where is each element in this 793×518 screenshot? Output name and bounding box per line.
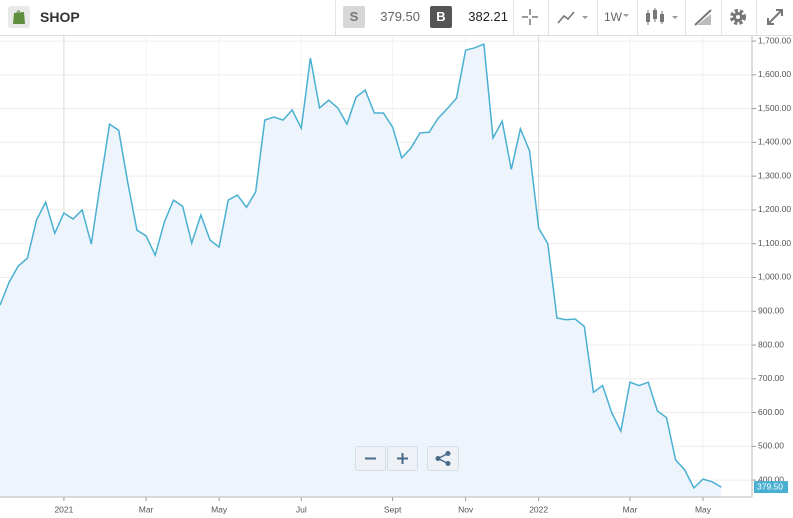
y-tick-label: 900.00 <box>758 305 784 315</box>
y-tick-label: 500.00 <box>758 441 784 451</box>
candle-button[interactable] <box>644 6 680 28</box>
buy-label[interactable]: B <box>430 6 452 28</box>
separator <box>685 0 686 35</box>
y-tick-label: 1,600.00 <box>758 69 791 79</box>
price-line <box>0 43 722 490</box>
zoom-out-button[interactable] <box>355 446 386 471</box>
x-tick-label: Nov <box>458 504 474 514</box>
y-tick-label: 1,700.00 <box>758 36 791 45</box>
y-tick-label: 1,200.00 <box>758 204 791 214</box>
separator <box>513 0 514 35</box>
symbol: SHOP <box>40 9 80 25</box>
toolbar: SHOP S 379.50 B 382.21 1W <box>0 0 793 36</box>
fullscreen-button[interactable] <box>764 6 786 28</box>
interval-button[interactable]: 1W <box>604 10 622 24</box>
zoom-controls <box>355 446 459 471</box>
share-button[interactable] <box>427 446 459 471</box>
x-tick-label: Jul <box>296 504 307 514</box>
zoom-in-button[interactable] <box>387 446 418 471</box>
sell-label[interactable]: S <box>343 6 365 28</box>
y-tick-label: 1,300.00 <box>758 170 791 180</box>
y-tick-label: 1,500.00 <box>758 103 791 113</box>
x-tick-label: 2021 <box>54 504 73 514</box>
last-price-label: 379.50 <box>757 481 783 491</box>
last-price-box <box>754 481 788 494</box>
separator <box>597 0 598 35</box>
x-tick-label: May <box>211 504 228 514</box>
settings-button[interactable] <box>727 6 749 28</box>
separator <box>721 0 722 35</box>
logo <box>8 6 30 28</box>
y-tick-label: 400.00 <box>758 474 784 484</box>
area-fill <box>0 44 722 497</box>
separator <box>335 0 336 35</box>
separator <box>548 0 549 35</box>
chart-type-button[interactable] <box>556 6 590 28</box>
separator <box>756 0 757 35</box>
chart: 400.00 500.00 600.00 700.00 800.00 900.00 1,00… <box>0 36 791 514</box>
sell-price[interactable]: 379.50 <box>380 9 420 24</box>
crosshair-button[interactable] <box>519 6 541 28</box>
y-tick-label: 700.00 <box>758 373 784 383</box>
y-tick-label: 800.00 <box>758 339 784 349</box>
buy-price[interactable]: 382.21 <box>468 9 508 24</box>
x-tick-label: Mar <box>623 504 638 514</box>
y-tick-label: 1,400.00 <box>758 137 791 147</box>
separator <box>637 0 638 35</box>
x-tick-label: Sept <box>384 504 402 514</box>
y-tick-label: 1,100.00 <box>758 238 791 248</box>
interval-caret <box>623 14 629 17</box>
x-tick-label: Mar <box>139 504 154 514</box>
x-tick-label: May <box>695 504 712 514</box>
draw-button[interactable] <box>692 6 714 28</box>
y-tick-label: 600.00 <box>758 407 784 417</box>
x-tick-label: 2022 <box>529 504 548 514</box>
y-tick-label: 1,000.00 <box>758 272 791 282</box>
